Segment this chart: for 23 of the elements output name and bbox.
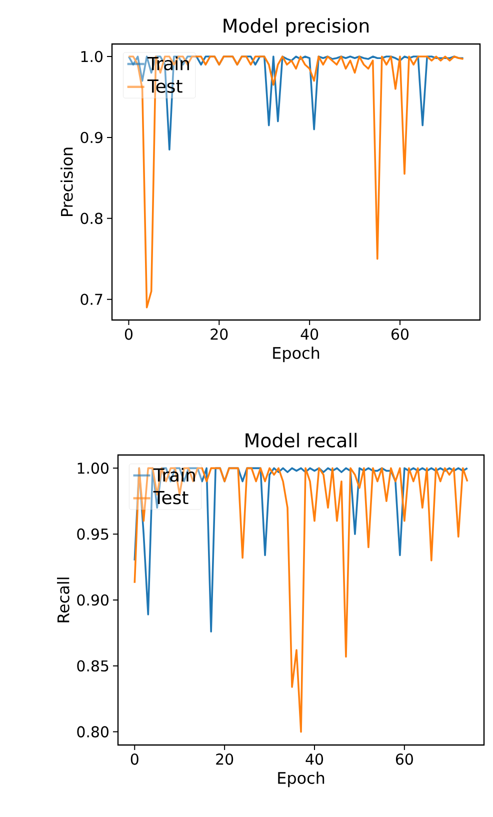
chart-title: Model recall	[246, 432, 356, 448]
y-tick-label: 1.0	[81, 50, 102, 62]
y-tick-label: 0.8	[80, 212, 102, 224]
x-tick-label: 0	[124, 328, 132, 340]
chart-title: Model precision	[224, 18, 369, 36]
x-tick-label: 40	[306, 754, 324, 765]
x-axis-title: Epoch	[278, 772, 324, 788]
y-tick-label: 0.95	[77, 528, 108, 540]
x-axis-title: Epoch	[273, 346, 320, 362]
y-tick-label: 0.90	[77, 594, 108, 606]
y-tick-label: 1.00	[78, 462, 108, 474]
x-tick-label: 0	[130, 754, 138, 765]
y-tick-label: 0.85	[77, 660, 108, 672]
x-tick-label: 60	[396, 754, 413, 765]
y-tick-label: 0.80	[77, 726, 108, 738]
x-tick-label: 20	[210, 328, 228, 340]
x-tick-label: 20	[216, 754, 234, 765]
x-tick-label: 60	[392, 328, 408, 340]
y-tick-label: 0.9	[80, 132, 102, 144]
y-axis-title: Recall	[57, 578, 70, 622]
x-tick-label: 40	[300, 328, 318, 340]
y-tick-label: 0.7	[80, 294, 102, 306]
y-axis-title: Precision	[60, 148, 73, 216]
